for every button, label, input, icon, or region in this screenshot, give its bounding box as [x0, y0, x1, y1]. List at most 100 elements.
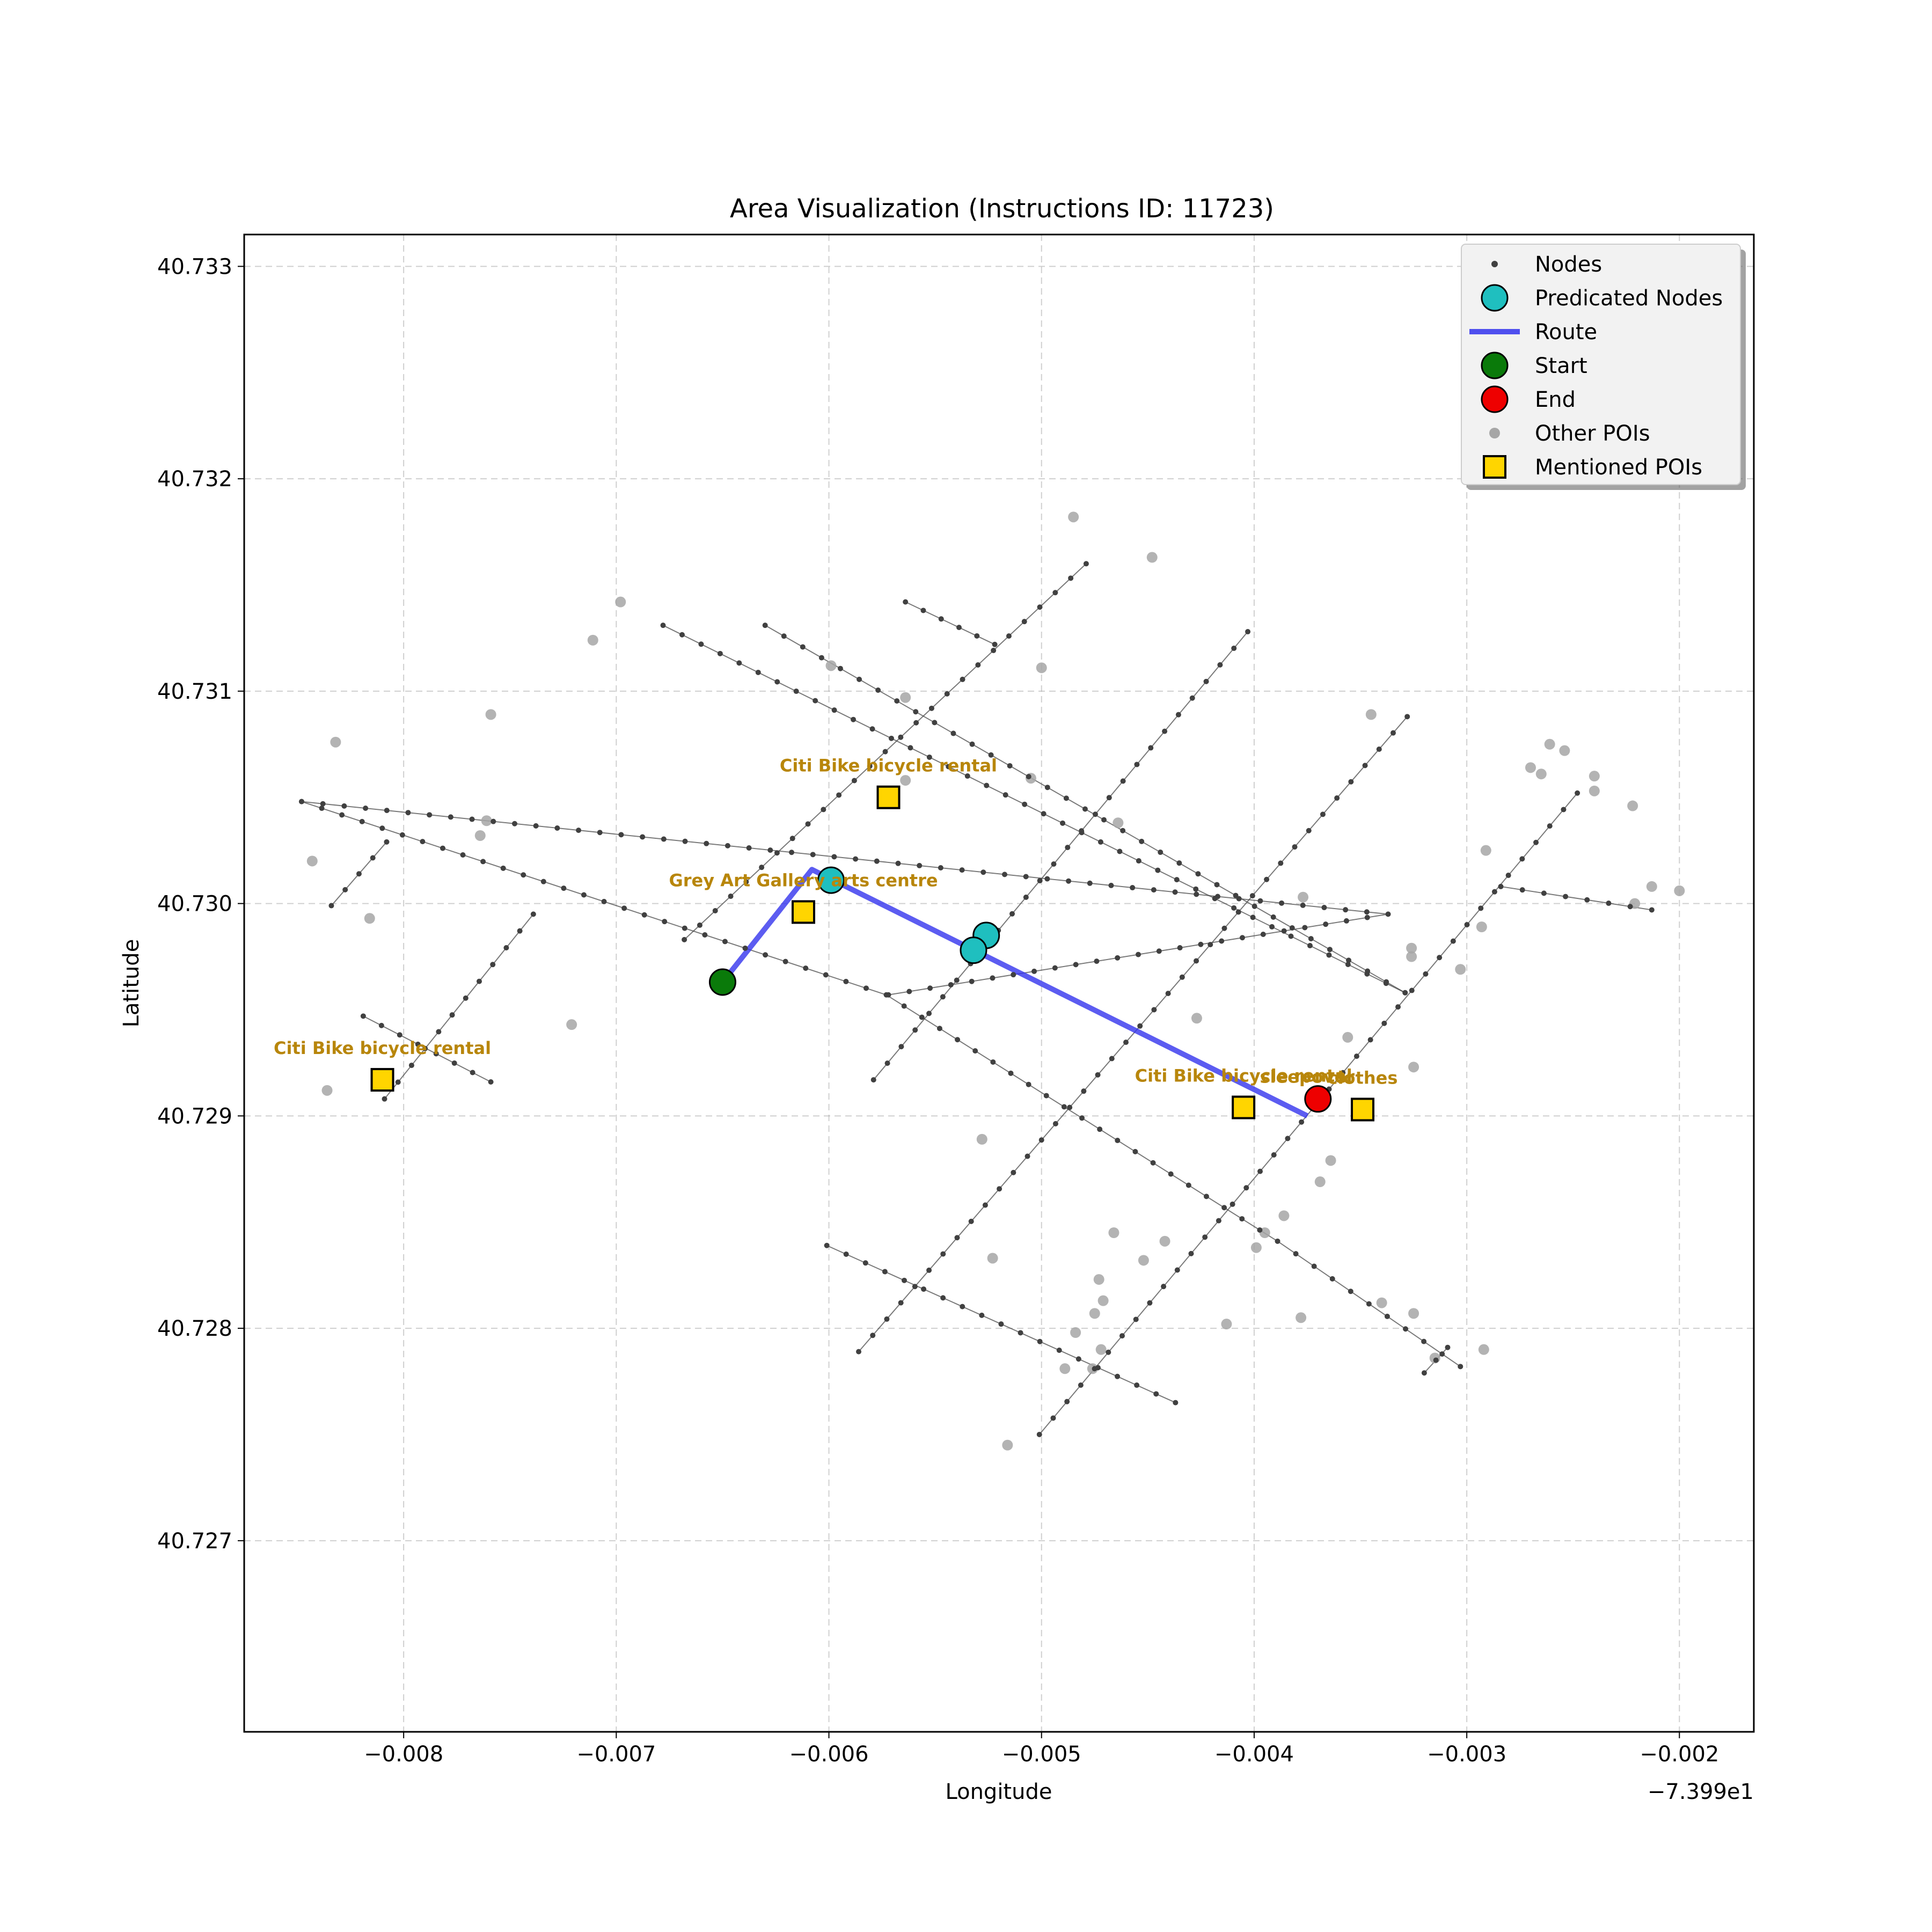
node: [1136, 858, 1141, 864]
node: [1221, 1205, 1227, 1211]
node: [1323, 921, 1329, 927]
node: [1353, 1053, 1359, 1059]
node: [1161, 1284, 1167, 1290]
route-markers: [708, 866, 1332, 1113]
node: [774, 679, 780, 685]
node: [1023, 894, 1029, 900]
other-pois: [306, 511, 1685, 1451]
node: [359, 818, 365, 824]
node: [554, 825, 560, 831]
node: [1239, 1216, 1245, 1222]
node: [913, 720, 919, 726]
node: [1021, 619, 1027, 625]
node: [1155, 867, 1161, 873]
node: [1275, 1238, 1280, 1244]
node: [805, 821, 811, 827]
node: [1235, 909, 1241, 915]
node: [698, 641, 704, 647]
other-poi: [1221, 1319, 1232, 1330]
node: [1158, 850, 1163, 855]
node: [1239, 935, 1245, 941]
node: [853, 856, 859, 862]
legend-label-predicated: Predicated Nodes: [1535, 286, 1723, 311]
node: [1148, 745, 1154, 751]
node: [712, 908, 718, 913]
node: [702, 932, 708, 938]
node: [408, 1063, 414, 1069]
node: [1249, 893, 1255, 899]
node: [1061, 1104, 1067, 1110]
node: [395, 1079, 401, 1085]
node: [875, 687, 881, 693]
node: [1216, 1218, 1221, 1224]
node: [298, 799, 304, 804]
street-segment: [1501, 885, 1652, 911]
overlap-poi-label: sleepover: [1260, 1067, 1355, 1087]
node: [928, 705, 934, 711]
other-poi: [1068, 511, 1079, 523]
mentioned-poi-label: Citi Bike bicycle rental: [1135, 1066, 1352, 1086]
legend-label-start: Start: [1535, 354, 1587, 378]
node: [491, 818, 496, 824]
node: [1120, 828, 1126, 833]
other-poi: [1342, 1031, 1353, 1043]
legend-label-mentioned-pois: Mentioned POIs: [1535, 455, 1702, 480]
node: [1292, 844, 1298, 850]
node: [1052, 1121, 1058, 1126]
node: [1009, 911, 1015, 917]
node: [1024, 1153, 1030, 1159]
y-axis-ticks: 40.727 40.728 40.729 40.730 40.731 40.732 40.7…: [157, 254, 244, 1554]
node: [1177, 945, 1183, 951]
node: [968, 1218, 974, 1224]
node: [1649, 907, 1655, 913]
node: [1194, 958, 1199, 964]
y-tick-label: 40.732: [157, 467, 232, 492]
node: [427, 812, 433, 818]
node: [857, 676, 862, 682]
other-poi: [1089, 1308, 1100, 1319]
node: [1038, 1137, 1044, 1143]
node: [724, 843, 730, 848]
node: [1026, 1081, 1031, 1087]
street-segment: [663, 625, 1406, 993]
other-poi: [474, 830, 486, 841]
node: [870, 1077, 876, 1083]
node: [1326, 952, 1332, 958]
x-tick-label: −0.005: [1002, 1742, 1081, 1767]
node: [1203, 1194, 1209, 1199]
other-poi: [1525, 762, 1536, 773]
node: [870, 1333, 876, 1338]
node: [1137, 1023, 1143, 1029]
node: [1498, 883, 1504, 889]
node: [1065, 845, 1071, 851]
node: [863, 985, 869, 991]
node: [1288, 933, 1294, 939]
node: [940, 994, 946, 1000]
node: [621, 905, 627, 911]
nodes: [298, 561, 1655, 1437]
node: [1606, 901, 1612, 906]
node: [1270, 914, 1276, 920]
node: [912, 1027, 918, 1033]
other-poi: [1002, 1439, 1013, 1451]
node: [1346, 957, 1352, 963]
node: [898, 1300, 904, 1306]
node: [1092, 811, 1098, 817]
node: [1175, 712, 1181, 718]
node: [1130, 885, 1136, 891]
node: [469, 816, 475, 822]
end-marker: [1304, 1085, 1332, 1113]
node: [1079, 1115, 1085, 1121]
node: [1162, 728, 1168, 734]
node: [679, 632, 685, 638]
node: [1437, 955, 1443, 961]
node: [530, 911, 536, 917]
node: [954, 1235, 960, 1241]
node: [803, 965, 809, 971]
node: [895, 860, 901, 866]
node: [938, 865, 943, 871]
other-poi: [1589, 771, 1600, 782]
node: [1202, 1234, 1208, 1240]
node: [1151, 887, 1157, 893]
node: [1365, 968, 1371, 974]
